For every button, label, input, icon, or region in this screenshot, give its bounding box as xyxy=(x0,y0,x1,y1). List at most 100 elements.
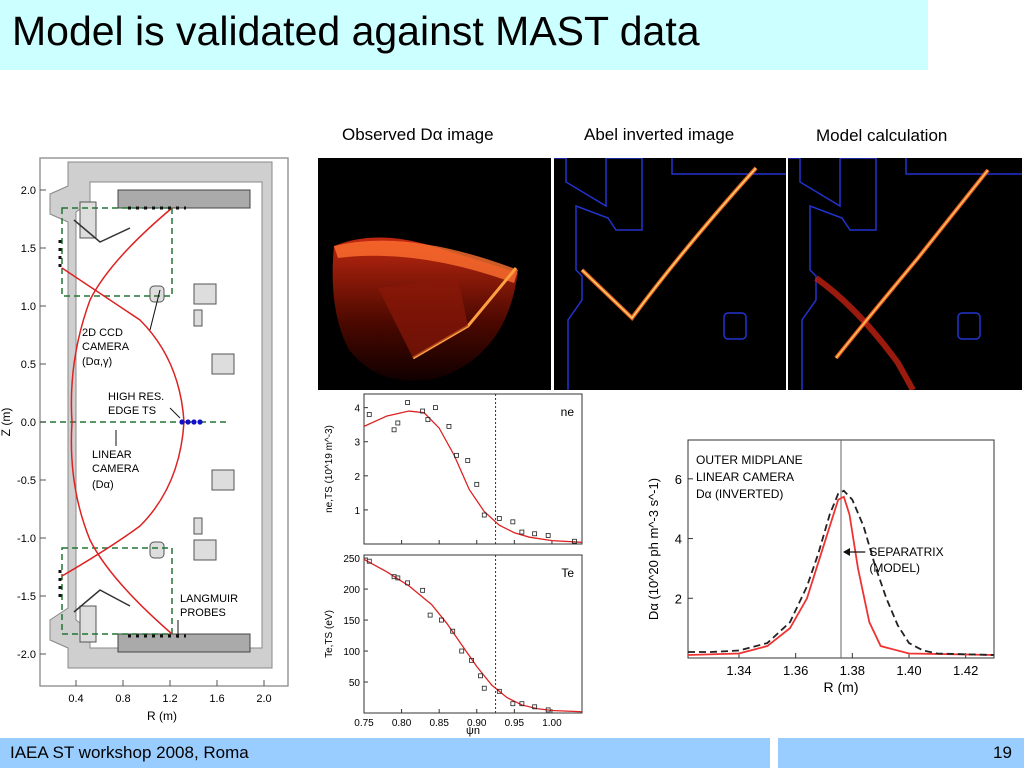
coil-p4-lower xyxy=(149,541,165,559)
cross-section-y-tick: 2.0 xyxy=(21,185,36,197)
ts-data-point xyxy=(395,575,401,581)
ts-y-tick: 4 xyxy=(354,404,360,415)
cross-section-x-ticks: 0.4 0.8 1.2 1.6 2.0 xyxy=(68,680,272,705)
ts-y-tick: 100 xyxy=(343,647,360,658)
ts-x-tick: 0.80 xyxy=(392,718,412,729)
slide-title: Model is validated against MAST data xyxy=(12,8,700,54)
midplane-x-tick: 1.36 xyxy=(783,663,808,678)
footer-text: IAEA ST workshop 2008, Roma xyxy=(10,743,249,762)
ts-data-point xyxy=(532,531,538,537)
ts-x-tick: 0.75 xyxy=(354,718,374,729)
ccd-label-line2: CAMERA xyxy=(82,341,130,353)
midplane-x-tick: 1.40 xyxy=(896,663,921,678)
ccd-label-line1: 2D CCD xyxy=(82,327,123,339)
ts-data-point xyxy=(395,420,401,426)
midplane-annotation-line: OUTER MIDPLANE xyxy=(696,453,803,467)
coil-p3-upper xyxy=(211,353,235,375)
cross-section-x-label: R (m) xyxy=(147,709,177,723)
ts-data-point xyxy=(366,558,372,564)
ts-data-point xyxy=(391,427,397,433)
title-bar xyxy=(0,0,928,70)
ts-y-tick: 1 xyxy=(354,506,360,517)
ts-data-point xyxy=(405,580,410,586)
ts-data-point xyxy=(459,648,465,654)
abel-inverted-image xyxy=(554,158,786,390)
midplane-series-model xyxy=(687,495,995,656)
midplane-x-tick: 1.38 xyxy=(840,663,865,678)
abel-image-label: Abel inverted image xyxy=(584,125,735,144)
separatrix-legs xyxy=(70,207,173,635)
lp-label-line1: LANGMUIR xyxy=(180,593,238,605)
lower-coil xyxy=(79,605,97,643)
linear-label-line3: (Dα) xyxy=(92,479,114,491)
midplane-series-inverted xyxy=(688,489,995,656)
cross-section-y-tick: 0.5 xyxy=(21,359,36,371)
ts-data-point xyxy=(478,673,483,679)
ts-data-point xyxy=(450,628,456,634)
coil-p6-upper xyxy=(193,309,203,327)
lower-view-box xyxy=(61,547,173,635)
poloidal-cross-section: 2D CCD CAMERA (Dα,γ) HIGH RES. EDGE TS L… xyxy=(0,157,289,723)
midplane-y-tick: 2 xyxy=(675,591,682,606)
footer-bar-left xyxy=(0,738,770,768)
ts-data-point xyxy=(545,707,551,713)
midplane-separatrix-label: SEPARATRIX xyxy=(869,545,943,559)
ts-y-tick: 250 xyxy=(343,554,360,565)
midplane-y-label: Dα (10^20 ph m^-3 s^-1) xyxy=(646,478,661,620)
linear-label-line2: CAMERA xyxy=(92,463,140,475)
linear-label-line1: LINEAR xyxy=(92,449,132,461)
model-calculation-image xyxy=(788,158,1022,390)
ts-data-point xyxy=(510,519,516,525)
ts-data-point xyxy=(519,701,525,707)
ts-x-tick: 0.85 xyxy=(429,718,449,729)
midplane-separatrix-label: (MODEL) xyxy=(869,561,920,575)
ts-y-tick: 3 xyxy=(354,438,360,449)
ts-y-label: ne,TS (10^19 m^-3) xyxy=(324,425,335,513)
ts-data-point xyxy=(481,512,487,518)
ts-panel-tag: ne xyxy=(561,405,575,419)
ts-x-tick: 0.90 xyxy=(467,718,487,729)
ts-panel-frame xyxy=(363,393,583,545)
observed-dalpha-image xyxy=(318,158,551,390)
ts-data-point xyxy=(496,688,502,694)
ts-y-tick: 2 xyxy=(354,472,360,483)
midplane-arrow-head xyxy=(843,548,850,556)
ts-x-tick: 0.95 xyxy=(505,718,525,729)
ts-data-point xyxy=(427,612,433,618)
ts-y-tick: 200 xyxy=(343,585,360,596)
midplane-x-tick: 1.34 xyxy=(726,663,751,678)
edge-ts-points xyxy=(179,419,203,425)
ts-data-point xyxy=(572,538,577,544)
ts-data-point xyxy=(454,452,459,458)
cross-section-y-tick: -2.0 xyxy=(17,649,36,661)
midplane-x-label: R (m) xyxy=(824,679,859,695)
ccd-label-line3: (Dα,γ) xyxy=(82,356,112,368)
cross-section-x-tick: 1.2 xyxy=(162,693,177,705)
ts-y-tick: 50 xyxy=(349,678,361,689)
cross-section-x-tick: 0.4 xyxy=(68,693,83,705)
midplane-annotation-line: LINEAR CAMERA xyxy=(696,470,794,484)
ts-data-point xyxy=(405,400,410,405)
ts-data-point xyxy=(474,481,480,487)
ts-panel-tag: Te xyxy=(561,566,574,580)
ts-data-point xyxy=(519,529,525,535)
ts-data-point xyxy=(420,408,426,414)
observed-image-label: Observed Dα image xyxy=(342,125,494,144)
ts-y-label: Te,TS (eV) xyxy=(324,610,335,658)
cross-section-x-tick: 2.0 xyxy=(256,693,271,705)
ts-y-tick: 150 xyxy=(343,616,360,627)
ts-profile-charts: 1 2 3 4 ne ne,TS (10^19 m^-3) 50 100 150 200 250 0.… xyxy=(324,393,583,737)
midplane-y-tick: 6 xyxy=(675,472,682,487)
footer-bar-right xyxy=(778,738,1024,768)
midplane-dalpha-chart: 2 4 6 1.34 1.36 1.38 1.40 1.42 OUTER MIDPLANE LIN… xyxy=(646,439,995,695)
upper-view-box xyxy=(61,207,173,297)
midplane-annotation-line: Dα (INVERTED) xyxy=(696,487,783,501)
cross-section-y-tick: 1.5 xyxy=(21,243,36,255)
ts-data-point xyxy=(446,423,452,429)
lp-label-line2: PROBES xyxy=(180,607,226,619)
coil-p6-lower xyxy=(193,517,203,535)
cross-section-y-tick: -1.5 xyxy=(17,591,36,603)
ts-x-tick: 1.00 xyxy=(542,718,562,729)
ts-data-point xyxy=(366,412,372,417)
ts-data-point xyxy=(425,417,431,422)
